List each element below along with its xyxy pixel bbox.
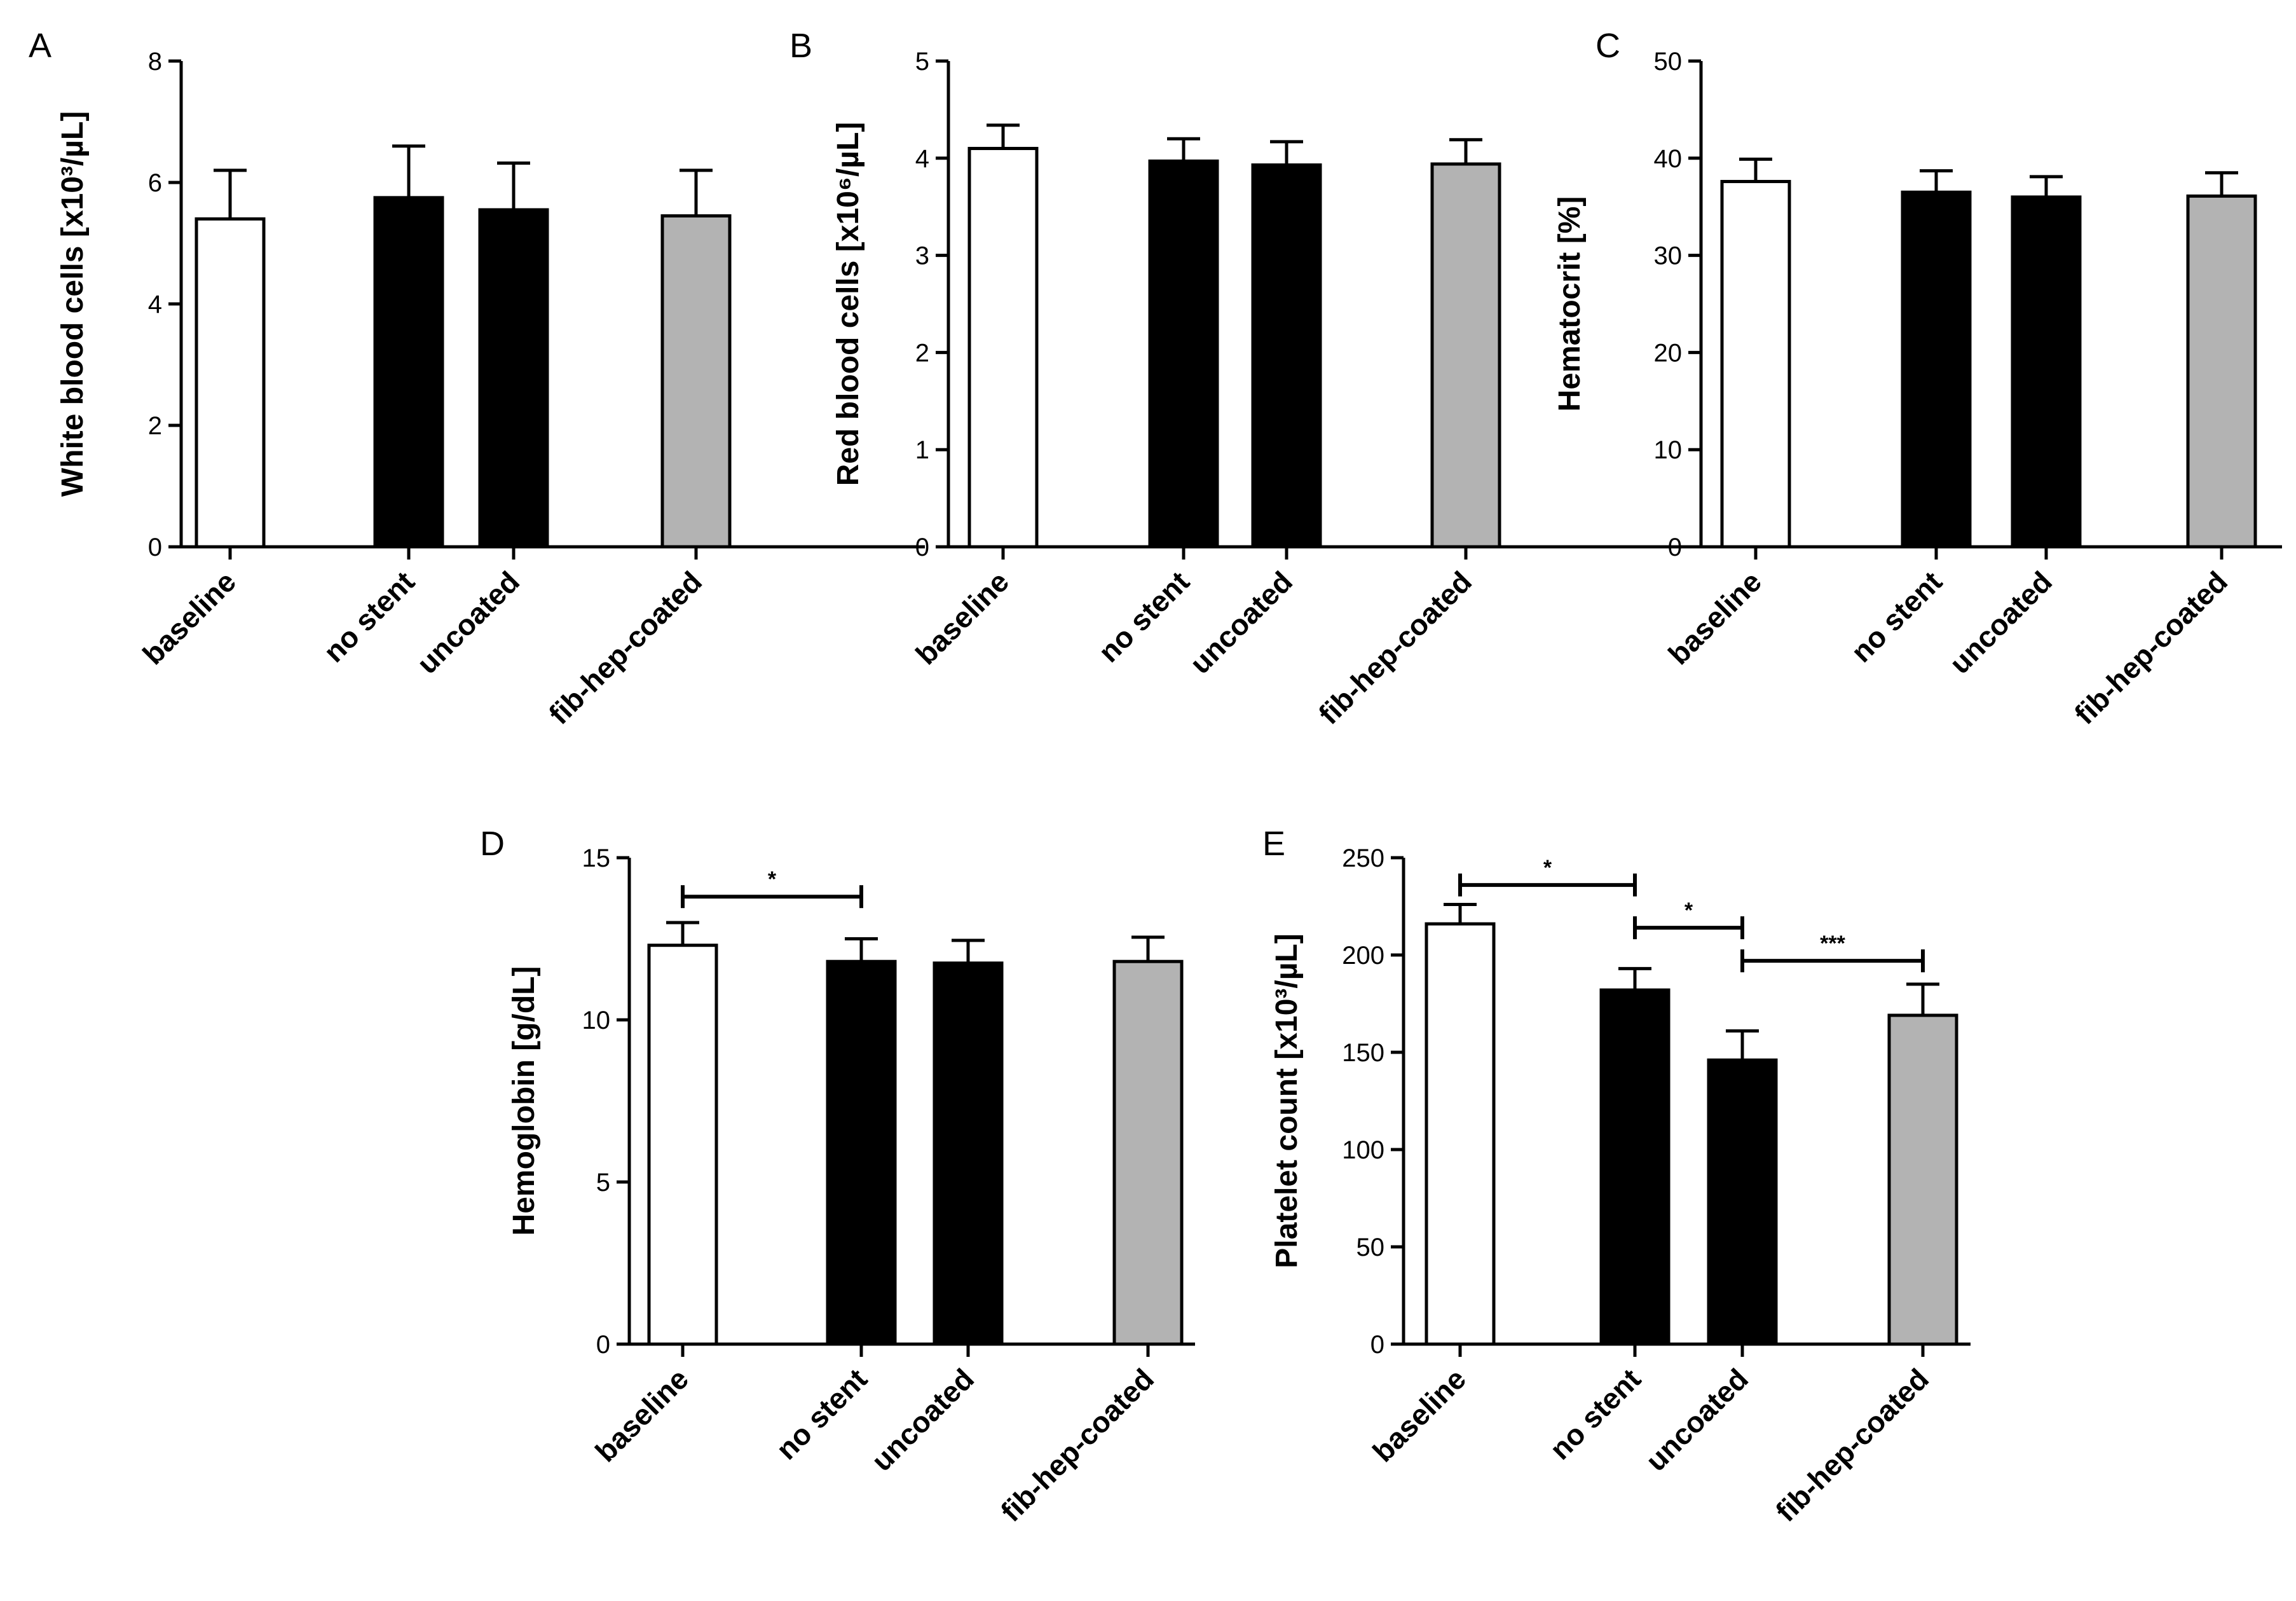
y-tick-label: 8 — [148, 48, 162, 76]
y-tick-label: 10 — [582, 1007, 611, 1034]
y-axis-label: Red blood cells [x10⁶/µL] — [831, 122, 865, 486]
category-label: no stent — [1543, 1362, 1647, 1466]
category-label: fib-hep-coated — [1769, 1362, 1935, 1528]
significance-bracket: *** — [1740, 931, 1925, 973]
significance-label: * — [1543, 856, 1552, 880]
category-label: baseline — [136, 565, 242, 671]
bar-no-stent — [1901, 190, 1972, 549]
panel-c: C Hematocrit [%] 0 10 20 30 40 50 baseline no ste… — [1553, 27, 2282, 731]
category-label: uncoated — [1639, 1362, 1754, 1477]
y-axis-label: Hemoglobin [g/dL] — [507, 966, 541, 1236]
y-axis-label: Hematocrit [%] — [1553, 196, 1587, 412]
panel-letter: C — [1596, 27, 1620, 65]
category-label: no stent — [1845, 565, 1948, 668]
y-tick-label: 0 — [915, 533, 929, 561]
y-tick-label: 50 — [1654, 48, 1683, 76]
bar-fib-hep-coated — [1887, 1014, 1958, 1346]
y-tick-label: 15 — [582, 844, 611, 872]
y-tick-label: 2 — [915, 339, 929, 367]
significance-label: * — [1684, 898, 1693, 923]
category-label: uncoated — [411, 565, 526, 680]
bar-uncoated — [1251, 163, 1322, 549]
y-tick-label: 0 — [1668, 533, 1682, 561]
y-tick-label: 4 — [148, 291, 162, 319]
bar-fib-hep-coated — [660, 214, 732, 549]
category-label: no stent — [770, 1362, 873, 1466]
panel-letter: B — [789, 27, 812, 65]
bar-uncoated — [478, 208, 549, 549]
significance-bracket: * — [1458, 856, 1637, 897]
y-axis-label: White blood cells [x10³/µL] — [56, 111, 90, 497]
y-tick-label: 0 — [148, 533, 162, 561]
y-tick-label: 250 — [1342, 844, 1384, 872]
bar-baseline — [1720, 179, 1791, 549]
bar-no-stent — [1148, 159, 1219, 549]
significance-label: * — [768, 867, 777, 891]
y-tick-label: 3 — [915, 242, 929, 270]
y-tick-label: 5 — [915, 48, 929, 76]
bar-no-stent — [826, 959, 897, 1346]
panel-letter: D — [480, 825, 505, 863]
y-tick-label: 4 — [915, 145, 929, 173]
y-tick-label: 6 — [148, 169, 162, 197]
category-label: fib-hep-coated — [542, 565, 708, 731]
significance-label: *** — [1820, 931, 1845, 956]
category-label: baseline — [589, 1362, 695, 1468]
panel-letter: A — [29, 27, 51, 65]
y-tick-label: 2 — [148, 412, 162, 440]
bar-no-stent — [1599, 988, 1671, 1346]
y-tick-label: 0 — [1370, 1331, 1384, 1359]
bar-fib-hep-coated — [1430, 162, 1501, 549]
category-label: baseline — [1662, 565, 1768, 671]
category-label: baseline — [1366, 1362, 1472, 1468]
bar-fib-hep-coated — [1112, 959, 1184, 1346]
bar-no-stent — [373, 196, 444, 549]
category-label: uncoated — [1184, 565, 1299, 680]
bar-uncoated — [933, 961, 1004, 1346]
y-tick-label: 40 — [1654, 145, 1683, 173]
bar-uncoated — [1707, 1058, 1778, 1346]
y-tick-label: 5 — [596, 1169, 610, 1197]
y-tick-label: 30 — [1654, 242, 1683, 270]
bar-baseline — [195, 217, 266, 549]
significance-bracket: * — [681, 867, 863, 909]
panel-d: D Hemoglobin [g/dL] 0 5 10 15 baseline no stent… — [480, 825, 1195, 1528]
bar-baseline — [647, 944, 718, 1346]
category-label: no stent — [317, 565, 421, 668]
y-tick-label: 0 — [596, 1331, 610, 1359]
category-label: fib-hep-coated — [1312, 565, 1478, 731]
y-tick-label: 10 — [1654, 436, 1683, 464]
bar-uncoated — [2011, 195, 2082, 549]
y-tick-label: 150 — [1342, 1039, 1384, 1067]
category-label: fib-hep-coated — [2068, 565, 2234, 731]
category-label: fib-hep-coated — [994, 1362, 1160, 1528]
category-label: no stent — [1092, 565, 1196, 668]
y-tick-label: 1 — [915, 436, 929, 464]
bar-baseline — [1425, 922, 1496, 1346]
bar-baseline — [967, 147, 1039, 549]
category-label: uncoated — [865, 1362, 980, 1477]
bar-fib-hep-coated — [2186, 194, 2257, 549]
panel-a: A White blood cells [x10³/µL] 0 2 4 6 8 baselin… — [29, 27, 925, 731]
y-tick-label: 20 — [1654, 339, 1683, 367]
y-tick-label: 50 — [1356, 1233, 1385, 1261]
y-tick-label: 100 — [1342, 1136, 1384, 1164]
y-axis-label: Platelet count [x10³/µL] — [1270, 933, 1304, 1268]
panel-letter: E — [1262, 825, 1285, 863]
category-label: baseline — [909, 565, 1015, 671]
significance-bracket: * — [1633, 898, 1744, 940]
panel-e: E Platelet count [x10³/µL] 0 50 100 150 200 250… — [1262, 825, 1971, 1528]
y-tick-label: 200 — [1342, 942, 1384, 970]
category-label: uncoated — [1943, 565, 2058, 680]
